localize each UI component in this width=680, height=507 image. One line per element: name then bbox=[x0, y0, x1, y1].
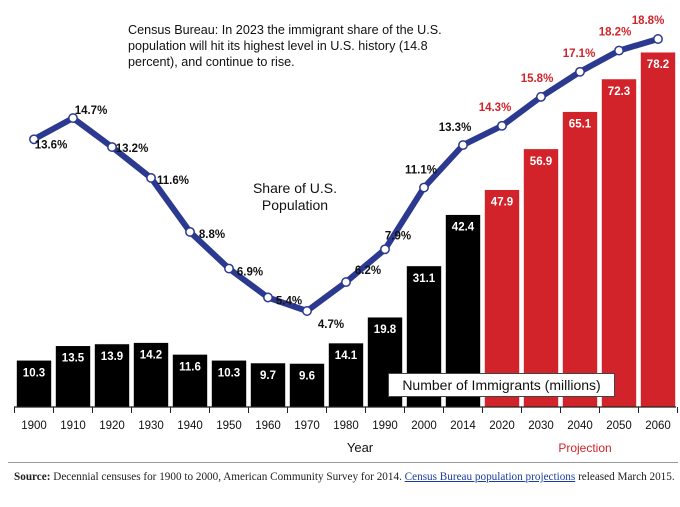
bar-1910 bbox=[55, 345, 91, 408]
tick-label-1980: 1980 bbox=[333, 420, 359, 432]
tick-label-2040: 2040 bbox=[567, 420, 593, 432]
tick-label-2060: 2060 bbox=[645, 420, 671, 432]
share-label-1930: 11.6% bbox=[157, 175, 189, 187]
share-point-1990 bbox=[380, 244, 390, 255]
bar-label-2040: 65.1 bbox=[569, 119, 592, 131]
x-axis-title: Year bbox=[346, 440, 374, 455]
tick-label-1930: 1930 bbox=[138, 420, 164, 432]
source-divider bbox=[8, 462, 678, 463]
share-series-label: Share of U.S. Population bbox=[252, 180, 338, 213]
share-point-1920 bbox=[107, 142, 117, 152]
x-axis-tick-labels: 1900 1910 1920 1930 1940 1950 1960 1970 1980 1990… bbox=[21, 420, 671, 432]
share-point-1910 bbox=[68, 113, 78, 124]
projections-link[interactable]: Census Bureau population projections bbox=[404, 471, 576, 483]
share-value-labels: 13.6% 14.7% 13.2% 11.6% 8.8% 6.9% 5.4% 4.7% 6.2%… bbox=[35, 15, 665, 331]
bar-1920 bbox=[94, 343, 130, 408]
bar-1950 bbox=[211, 359, 247, 408]
share-label-2014: 13.3% bbox=[439, 122, 472, 134]
bar-1900 bbox=[16, 359, 52, 408]
bar-label-1910: 13.5 bbox=[62, 353, 85, 365]
bar-label-2020: 47.9 bbox=[491, 197, 513, 209]
share-label-2000: 11.1% bbox=[405, 165, 437, 177]
bar-1970 bbox=[289, 363, 325, 408]
share-label-2050: 18.2% bbox=[599, 27, 632, 39]
share-point-2060 bbox=[653, 34, 663, 44]
chart-annotation: Census Bureau: In 2023 the immigrant sha… bbox=[128, 23, 442, 69]
tick-label-2000: 2000 bbox=[411, 420, 437, 432]
share-points bbox=[29, 34, 663, 316]
tick-label-2030: 2030 bbox=[528, 420, 554, 432]
bar-value-labels: 10.3 13.5 13.9 14.2 11.6 10.3 9.7 9.6 14.1 19.8 31… bbox=[23, 59, 669, 382]
share-point-1980 bbox=[341, 277, 351, 288]
share-label-2030: 15.8% bbox=[521, 73, 554, 85]
tick-label-2020: 2020 bbox=[489, 420, 515, 432]
share-point-2050 bbox=[614, 45, 624, 56]
source-text: Decennial censuses for 1900 to 2000, Ame… bbox=[50, 471, 405, 483]
source-note: Source: Decennial censuses for 1900 to 2… bbox=[14, 470, 678, 485]
share-label-1940: 8.8% bbox=[199, 229, 225, 241]
share-label-1980: 6.2% bbox=[355, 265, 381, 277]
bar-label-1960: 9.7 bbox=[260, 370, 276, 382]
bar-label-1970: 9.6 bbox=[299, 370, 315, 382]
share-label-1900: 13.6% bbox=[35, 139, 68, 151]
tick-label-1950: 1950 bbox=[216, 420, 242, 432]
bar-label-1940: 11.6 bbox=[179, 361, 201, 373]
bar-label-1930: 14.2 bbox=[140, 350, 162, 362]
share-point-1900 bbox=[29, 134, 39, 145]
bar-1930 bbox=[133, 342, 169, 408]
tick-label-1920: 1920 bbox=[99, 420, 125, 432]
share-label-2060: 18.8% bbox=[632, 15, 665, 27]
share-point-2020 bbox=[497, 120, 507, 131]
x-axis-ticks bbox=[14, 407, 678, 413]
share-label-1950: 6.9% bbox=[237, 267, 263, 279]
share-label-2020: 14.3% bbox=[479, 102, 512, 114]
share-point-1960 bbox=[263, 292, 273, 303]
source-suffix: released March 2015. bbox=[575, 471, 675, 483]
bar-label-2060: 78.2 bbox=[647, 59, 669, 71]
tick-label-2050: 2050 bbox=[606, 420, 632, 432]
share-point-2000 bbox=[419, 182, 429, 193]
bar-label-2000: 31.1 bbox=[413, 273, 436, 285]
bar-2020 bbox=[484, 189, 520, 408]
share-label-1990: 7.9% bbox=[385, 230, 411, 242]
bar-label-1920: 13.9 bbox=[101, 351, 123, 363]
projection-label: Projection bbox=[558, 441, 612, 455]
bar-2030 bbox=[523, 148, 559, 408]
tick-label-2014: 2014 bbox=[450, 420, 476, 432]
share-point-2014 bbox=[458, 140, 468, 151]
share-label-1970: 4.7% bbox=[318, 319, 344, 331]
bar-label-1980: 14.1 bbox=[335, 350, 358, 362]
tick-label-1900: 1900 bbox=[21, 420, 47, 432]
bar-label-2014: 42.4 bbox=[452, 222, 475, 234]
share-point-2030 bbox=[536, 91, 546, 102]
bar-2060 bbox=[640, 51, 676, 408]
tick-label-1960: 1960 bbox=[255, 420, 281, 432]
share-point-1970 bbox=[302, 306, 312, 316]
tick-label-1940: 1940 bbox=[177, 420, 203, 432]
share-label-1910: 14.7% bbox=[75, 105, 108, 117]
bar-2050 bbox=[601, 78, 637, 408]
bar-2040 bbox=[562, 111, 598, 408]
tick-label-1970: 1970 bbox=[294, 420, 320, 432]
share-label-1960: 5.4% bbox=[276, 295, 302, 307]
share-point-1940 bbox=[185, 226, 195, 237]
source-prefix: Source: bbox=[14, 471, 51, 483]
bar-label-2030: 56.9 bbox=[530, 156, 552, 168]
bar-label-2050: 72.3 bbox=[608, 86, 630, 98]
share-point-2040 bbox=[575, 66, 585, 77]
share-label-2040: 17.1% bbox=[563, 48, 596, 60]
bar-label-1990: 19.8 bbox=[374, 324, 397, 336]
share-point-1930 bbox=[146, 172, 156, 183]
tick-label-1910: 1910 bbox=[60, 420, 86, 432]
tick-label-1990: 1990 bbox=[372, 420, 398, 432]
bar-series-label: Number of Immigrants (millions) bbox=[388, 373, 615, 397]
bar-label-1900: 10.3 bbox=[23, 367, 45, 379]
share-label-1920: 13.2% bbox=[116, 143, 149, 155]
bar-label-1950: 10.3 bbox=[218, 367, 240, 379]
share-point-1950 bbox=[224, 263, 234, 274]
